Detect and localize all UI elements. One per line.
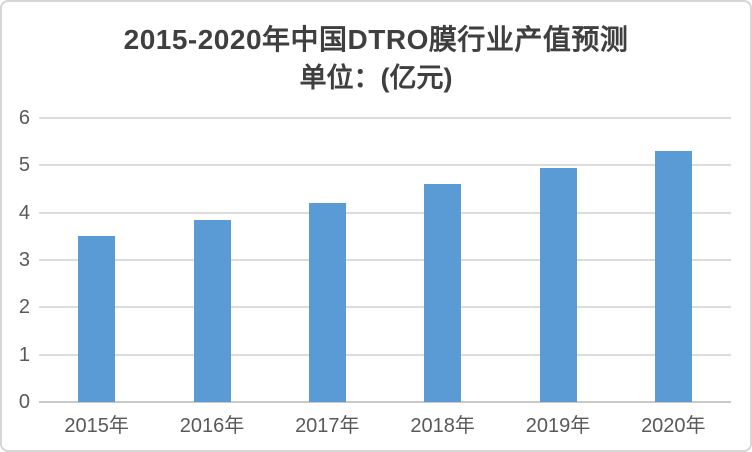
y-tick-label: 0 xyxy=(18,391,30,413)
bar-2018年 xyxy=(424,184,462,402)
y-tick-label: 5 xyxy=(18,154,30,177)
bar-2015年 xyxy=(78,236,116,402)
chart-title: 2015-2020年中国DTRO膜行业产值预测 xyxy=(123,24,629,55)
x-tick-label: 2018年 xyxy=(410,415,475,437)
gridline xyxy=(39,164,731,167)
gridline xyxy=(39,306,731,309)
bar-2019年 xyxy=(539,167,577,402)
x-axis: 2015年 2016年 2017年 2018年 2019年 2020年 xyxy=(39,410,731,442)
plot-area xyxy=(39,117,731,403)
gridline xyxy=(39,353,731,356)
bar-2016年 xyxy=(193,219,231,402)
bar-2020年 xyxy=(654,151,692,402)
x-tick-label: 2019年 xyxy=(525,415,591,437)
gridline xyxy=(39,117,731,119)
bar-2017年 xyxy=(308,203,346,402)
x-tick-label: 2016年 xyxy=(179,415,245,437)
y-tick-label: 1 xyxy=(18,343,30,366)
x-tick-label: 2020年 xyxy=(641,415,706,437)
x-axis-line xyxy=(39,401,731,403)
x-tick-label: 2015年 xyxy=(64,415,129,437)
y-tick-label: 2 xyxy=(18,296,30,319)
gridline xyxy=(39,211,731,214)
gridline xyxy=(39,259,731,261)
y-tick-label: 6 xyxy=(18,107,30,129)
y-tick-label: 3 xyxy=(18,249,30,271)
chart-subtitle: 单位：(亿元) xyxy=(299,63,453,93)
y-tick-label: 4 xyxy=(18,201,30,224)
y-axis: 0 1 2 3 4 5 6 xyxy=(2,107,30,413)
x-tick-label: 2017年 xyxy=(295,415,360,437)
